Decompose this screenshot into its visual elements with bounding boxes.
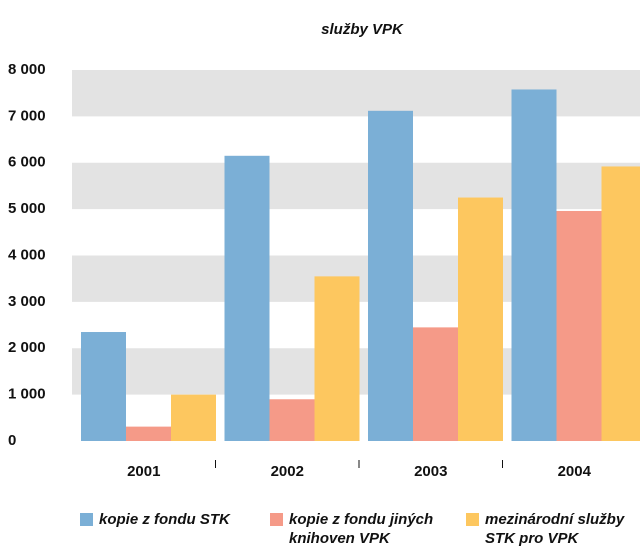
bar	[81, 332, 126, 441]
y-tick-label: 4 000	[8, 246, 46, 263]
bar	[269, 399, 315, 441]
bar	[314, 276, 360, 441]
legend-item: kopie z fondu jiných knihoven VPK	[270, 510, 450, 548]
bar	[413, 327, 458, 441]
y-tick-label: 7 000	[8, 107, 46, 124]
y-tick-label: 2 000	[8, 339, 46, 356]
bar	[458, 197, 503, 441]
y-tick-label: 5 000	[8, 200, 46, 217]
legend-swatch	[466, 513, 479, 526]
legend-item: kopie z fondu STK	[80, 510, 260, 529]
bar	[368, 110, 413, 441]
y-tick-label: 6 000	[8, 154, 46, 171]
legend-label: kopie z fondu STK	[99, 511, 230, 528]
legend-swatch	[270, 513, 283, 526]
y-tick-label: 1 000	[8, 386, 46, 403]
legend-label: mezinárodní služby STK pro VPK	[485, 511, 625, 547]
legend-label: kopie z fondu jiných knihoven VPK	[289, 511, 434, 547]
bar	[511, 89, 557, 441]
x-tick-label: 2002	[271, 463, 304, 480]
bar	[171, 394, 216, 441]
bar	[224, 155, 270, 441]
legend-item: mezinárodní služby STK pro VPK	[466, 510, 640, 548]
bar	[126, 426, 171, 441]
x-tick-label: 2003	[414, 463, 447, 480]
x-tick-label: 2004	[558, 463, 592, 480]
bar	[556, 210, 602, 441]
chart-title: služby VPK	[321, 21, 404, 38]
legend-swatch	[80, 513, 93, 526]
bar	[601, 166, 640, 441]
y-tick-label: 8 000	[8, 61, 46, 78]
y-tick-label: 3 000	[8, 293, 46, 310]
y-tick-label: 0	[8, 432, 16, 449]
x-tick-label: 2001	[127, 463, 160, 480]
